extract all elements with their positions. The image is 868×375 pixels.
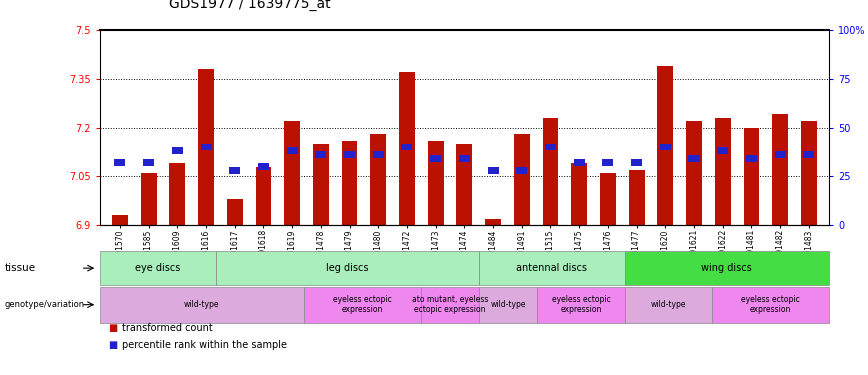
Bar xyxy=(286,147,298,154)
Bar xyxy=(545,144,556,150)
Bar xyxy=(801,121,817,225)
Bar xyxy=(459,155,470,162)
Bar xyxy=(315,152,326,158)
Bar xyxy=(399,72,415,225)
Bar xyxy=(198,69,214,225)
Bar xyxy=(255,166,272,225)
Text: eyeless ectopic
expression: eyeless ectopic expression xyxy=(741,295,800,314)
Bar xyxy=(774,152,786,158)
Bar xyxy=(717,147,728,154)
Bar xyxy=(715,118,731,225)
Bar xyxy=(686,121,702,225)
Bar xyxy=(141,173,156,225)
Bar xyxy=(488,167,498,174)
Text: eyeless ectopic
expression: eyeless ectopic expression xyxy=(333,295,391,314)
Bar xyxy=(201,144,212,150)
Bar xyxy=(628,170,645,225)
Bar xyxy=(602,159,614,166)
Bar xyxy=(571,163,587,225)
Bar xyxy=(169,163,185,225)
Text: wild-type: wild-type xyxy=(184,300,220,309)
Bar xyxy=(112,215,128,225)
Text: genotype/variation: genotype/variation xyxy=(4,300,84,309)
Bar xyxy=(631,159,642,166)
Text: ■: ■ xyxy=(108,340,118,350)
Text: ato mutant, eyeless
ectopic expression: ato mutant, eyeless ectopic expression xyxy=(411,295,488,314)
Bar xyxy=(773,114,788,225)
Bar xyxy=(688,155,700,162)
Text: tissue: tissue xyxy=(4,263,36,273)
Text: percentile rank within the sample: percentile rank within the sample xyxy=(122,340,286,350)
Text: GDS1977 / 1639775_at: GDS1977 / 1639775_at xyxy=(169,0,331,11)
Text: ■: ■ xyxy=(108,323,118,333)
Bar xyxy=(372,152,384,158)
Text: wild-type: wild-type xyxy=(651,300,687,309)
Bar xyxy=(342,141,358,225)
Bar xyxy=(401,144,412,150)
Bar xyxy=(600,173,615,225)
Bar xyxy=(258,163,269,170)
Text: eye discs: eye discs xyxy=(135,263,181,273)
Bar xyxy=(284,121,300,225)
Bar xyxy=(485,219,501,225)
Bar xyxy=(516,167,528,174)
Bar xyxy=(115,159,126,166)
Text: transformed count: transformed count xyxy=(122,323,213,333)
Bar xyxy=(457,144,472,225)
Bar xyxy=(227,199,243,225)
Bar xyxy=(660,144,671,150)
Bar xyxy=(431,155,441,162)
Bar xyxy=(746,155,757,162)
Bar xyxy=(371,134,386,225)
Bar xyxy=(143,159,155,166)
Bar xyxy=(744,128,760,225)
Bar xyxy=(542,118,558,225)
Bar xyxy=(172,147,183,154)
Text: leg discs: leg discs xyxy=(326,263,369,273)
Bar xyxy=(229,167,240,174)
Bar xyxy=(514,134,529,225)
Bar xyxy=(803,152,814,158)
Bar xyxy=(428,141,444,225)
Bar xyxy=(574,159,585,166)
Text: wing discs: wing discs xyxy=(701,263,753,273)
Bar xyxy=(657,66,674,225)
Text: wild-type: wild-type xyxy=(490,300,526,309)
Bar xyxy=(344,152,355,158)
Bar xyxy=(313,144,329,225)
Text: eyeless ectopic
expression: eyeless ectopic expression xyxy=(552,295,610,314)
Text: antennal discs: antennal discs xyxy=(516,263,588,273)
